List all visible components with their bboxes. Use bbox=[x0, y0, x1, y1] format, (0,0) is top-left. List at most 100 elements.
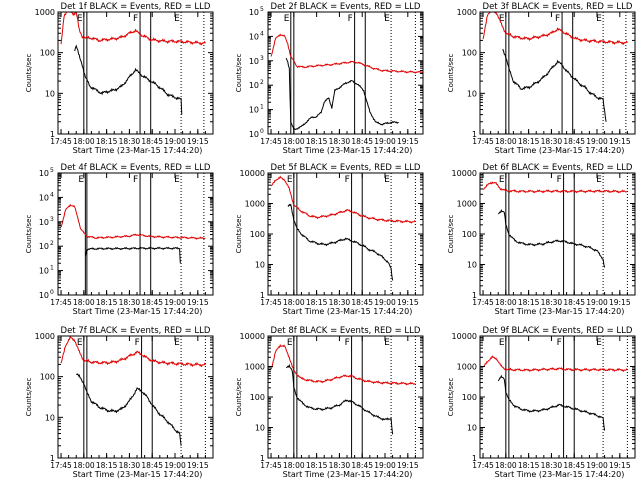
marker-letter: E bbox=[596, 14, 602, 24]
y-tick-label: 10 bbox=[255, 261, 265, 270]
marker-letter: E bbox=[77, 14, 83, 24]
x-tick-label: 18:00 bbox=[495, 298, 517, 307]
panel-title: Det 7f BLACK = Events, RED = LLD bbox=[61, 326, 211, 336]
marker-letter: E bbox=[287, 338, 293, 348]
y-tick-label: 1 bbox=[472, 130, 477, 139]
marker-letter: F bbox=[133, 175, 138, 185]
y-tick-label: 1000 bbox=[245, 200, 265, 209]
series-group bbox=[270, 344, 416, 435]
x-tick-label: 18:30 bbox=[541, 461, 563, 470]
x-tick-label: 19:15 bbox=[397, 137, 419, 146]
x-tick-label: 18:00 bbox=[283, 461, 305, 470]
x-tick-label: 17:45 bbox=[472, 137, 494, 146]
y-axis-label: Counts/sec bbox=[25, 378, 33, 417]
lld-series-line bbox=[60, 12, 206, 46]
y-tick-label: 10000 bbox=[240, 332, 265, 341]
y-tick-label: 10 bbox=[39, 218, 49, 227]
y-tick-label-exponent: 0 bbox=[50, 289, 54, 296]
x-tick-label: 19:15 bbox=[397, 298, 419, 307]
marker-letter: E bbox=[384, 175, 390, 185]
events-series-line bbox=[74, 44, 183, 115]
x-tick-label: 18:45 bbox=[141, 137, 163, 146]
lld-series-line bbox=[482, 181, 628, 194]
marker-letter: F bbox=[555, 14, 560, 24]
y-tick-label-exponent: 5 bbox=[260, 6, 264, 13]
marker-letter: F bbox=[345, 175, 350, 185]
y-tick-label: 10 bbox=[249, 106, 259, 115]
plot-frame bbox=[57, 11, 214, 135]
y-tick-label: 10 bbox=[467, 424, 477, 433]
x-tick-label: 18:30 bbox=[329, 298, 351, 307]
marker-letter: E bbox=[499, 14, 505, 24]
panel-title: Det 2f BLACK = Events, RED = LLD bbox=[271, 2, 421, 12]
series-group bbox=[60, 12, 206, 115]
y-tick-label: 1 bbox=[260, 291, 265, 300]
y-tick-label: 100 bbox=[462, 49, 477, 58]
x-tick-label: 19:00 bbox=[586, 461, 608, 470]
y-axis-label: Counts/sec bbox=[25, 54, 33, 93]
marker-letter: F bbox=[557, 338, 562, 348]
y-tick-label: 10 bbox=[249, 81, 259, 90]
x-tick-label: 18:15 bbox=[518, 461, 540, 470]
x-tick-label: 18:00 bbox=[73, 298, 95, 307]
panel-title: Det 1f BLACK = Events, RED = LLD bbox=[61, 2, 211, 12]
panel-8: Det 8f BLACK = Events, RED = LLD E F E 1 10 10… bbox=[235, 326, 424, 479]
x-tick-label: 19:00 bbox=[586, 298, 608, 307]
lld-series-line bbox=[60, 203, 206, 240]
y-tick-label-exponent: 4 bbox=[50, 191, 54, 198]
x-axis-label: Start Time (23-Mar-15 17:44:20) bbox=[283, 470, 413, 479]
y-tick-label: 1 bbox=[472, 291, 477, 300]
events-series-line bbox=[285, 57, 399, 131]
y-tick-label: 10 bbox=[39, 169, 49, 178]
x-tick-label: 19:00 bbox=[164, 137, 186, 146]
y-tick-label: 10 bbox=[45, 89, 55, 98]
series-group bbox=[482, 12, 628, 122]
events-series-line bbox=[497, 374, 606, 431]
panel-title: Det 8f BLACK = Events, RED = LLD bbox=[271, 326, 421, 336]
x-tick-label: 19:15 bbox=[187, 298, 209, 307]
x-axis-label: Start Time (23-Mar-15 17:44:20) bbox=[283, 146, 413, 155]
y-tick-label: 10 bbox=[39, 267, 49, 276]
x-tick-label: 18:00 bbox=[495, 137, 517, 146]
y-tick-label: 1000 bbox=[457, 200, 477, 209]
x-tick-label: 18:45 bbox=[563, 137, 585, 146]
panel-6: Det 6f BLACK = Events, RED = LLD E F E 1 10 10… bbox=[447, 163, 636, 316]
x-tick-label: 18:15 bbox=[96, 137, 118, 146]
marker-letter: E bbox=[174, 175, 180, 185]
x-axis-label: Start Time (23-Mar-15 17:44:20) bbox=[73, 307, 203, 316]
marker-letter: E bbox=[499, 338, 505, 348]
x-tick-label: 19:15 bbox=[187, 137, 209, 146]
x-tick-label: 17:45 bbox=[260, 137, 282, 146]
x-tick-label: 19:00 bbox=[374, 298, 396, 307]
x-tick-label: 18:30 bbox=[541, 137, 563, 146]
x-axis-label: Start Time (23-Mar-15 17:44:20) bbox=[73, 146, 203, 155]
marker-letter: E bbox=[287, 175, 293, 185]
x-tick-label: 18:15 bbox=[306, 137, 328, 146]
y-tick-label: 100 bbox=[462, 230, 477, 239]
marker-letter: E bbox=[77, 338, 83, 348]
y-tick-label: 1000 bbox=[457, 8, 477, 17]
series-group bbox=[270, 33, 423, 131]
x-tick-label: 17:45 bbox=[50, 298, 72, 307]
y-tick-label: 10000 bbox=[240, 169, 265, 178]
y-tick-label-exponent: 1 bbox=[260, 104, 264, 111]
events-series-line bbox=[497, 209, 606, 268]
panel-title: Det 5f BLACK = Events, RED = LLD bbox=[271, 163, 421, 173]
x-tick-label: 18:00 bbox=[283, 137, 305, 146]
y-axis-label: Counts/sec bbox=[25, 215, 33, 254]
y-axis-label: Counts/sec bbox=[447, 378, 455, 417]
y-tick-label-exponent: 3 bbox=[50, 216, 54, 223]
events-series-line bbox=[502, 48, 607, 122]
x-tick-label: 18:45 bbox=[141, 298, 163, 307]
events-series-line bbox=[287, 203, 394, 281]
plot-frame bbox=[479, 11, 636, 135]
y-tick-label: 10 bbox=[39, 193, 49, 202]
y-tick-label-exponent: 2 bbox=[260, 79, 264, 86]
y-tick-label: 1 bbox=[50, 454, 55, 463]
y-axis-label: Counts/sec bbox=[447, 54, 455, 93]
marker-letter: F bbox=[348, 14, 353, 24]
